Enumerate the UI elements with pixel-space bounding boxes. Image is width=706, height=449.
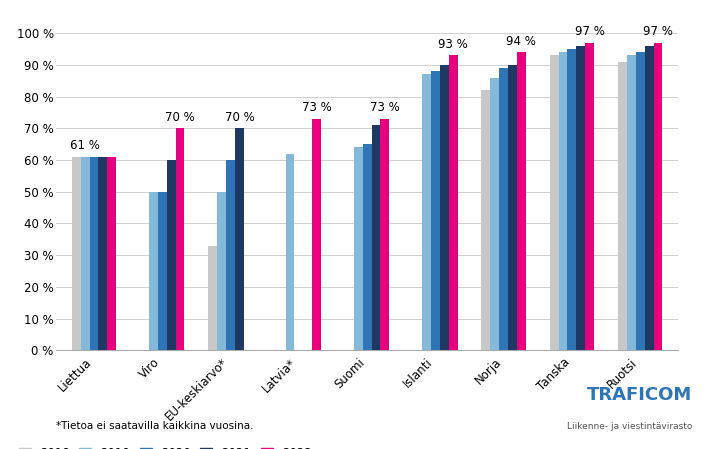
Bar — [576, 46, 585, 350]
Bar — [371, 125, 381, 350]
Bar — [627, 56, 636, 350]
Bar — [381, 119, 389, 350]
Bar — [449, 56, 457, 350]
Bar — [550, 56, 558, 350]
Bar — [636, 52, 645, 350]
Bar — [568, 49, 576, 350]
Bar — [422, 75, 431, 350]
Text: *Tietoa ei saatavilla kaikkina vuosina.: *Tietoa ei saatavilla kaikkina vuosina. — [56, 421, 254, 431]
Text: 97 %: 97 % — [643, 25, 673, 38]
Text: Liikenne- ja viestintävirasto: Liikenne- ja viestintävirasto — [566, 422, 692, 431]
Text: TRAFICOM: TRAFICOM — [587, 386, 692, 404]
Bar — [72, 157, 80, 350]
Bar — [481, 90, 491, 350]
Bar — [558, 52, 568, 350]
Bar — [107, 157, 116, 350]
Legend: 2018, 2019, 2020, 2021, 2022: 2018, 2019, 2020, 2021, 2022 — [19, 447, 312, 449]
Text: 70 %: 70 % — [165, 110, 195, 123]
Bar — [226, 160, 235, 350]
Bar — [90, 157, 98, 350]
Text: 97 %: 97 % — [575, 25, 604, 38]
Text: 93 %: 93 % — [438, 38, 468, 51]
Bar — [354, 147, 363, 350]
Bar — [98, 157, 107, 350]
Bar — [499, 68, 508, 350]
Bar — [645, 46, 654, 350]
Bar — [491, 78, 499, 350]
Bar — [431, 71, 440, 350]
Bar — [208, 246, 217, 350]
Bar — [312, 119, 321, 350]
Text: 73 %: 73 % — [301, 101, 332, 114]
Text: 94 %: 94 % — [506, 35, 537, 48]
Bar — [80, 157, 90, 350]
Bar — [585, 43, 594, 350]
Bar — [440, 65, 449, 350]
Bar — [217, 192, 226, 350]
Bar — [508, 65, 517, 350]
Bar — [149, 192, 158, 350]
Bar — [285, 154, 294, 350]
Bar — [176, 128, 184, 350]
Bar — [517, 52, 526, 350]
Bar — [158, 192, 167, 350]
Text: 73 %: 73 % — [370, 101, 400, 114]
Bar — [654, 43, 662, 350]
Bar — [363, 144, 371, 350]
Bar — [618, 62, 627, 350]
Text: 61 %: 61 % — [70, 139, 100, 152]
Bar — [235, 128, 244, 350]
Text: 70 %: 70 % — [225, 110, 254, 123]
Bar — [167, 160, 176, 350]
